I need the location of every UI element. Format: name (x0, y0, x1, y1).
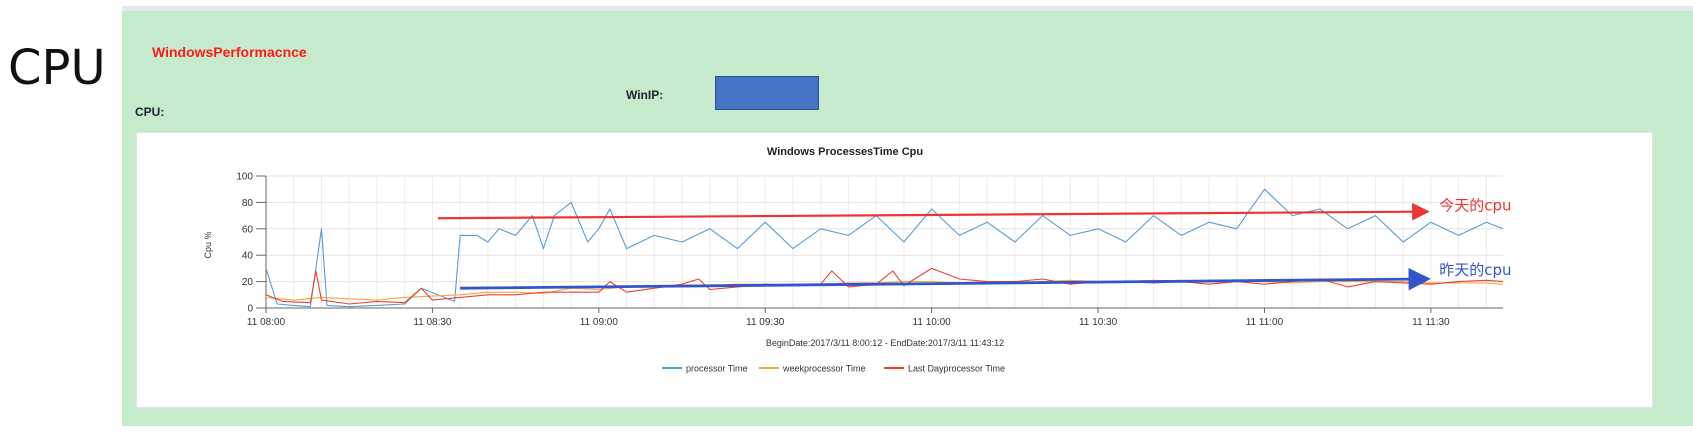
chart-grid (265, 175, 1503, 309)
x-tick-label: 11 10:30 (1079, 317, 1118, 328)
series-processor-time (265, 188, 1504, 308)
chart-series (265, 188, 1504, 308)
x-tick-label: 11 11:30 (1412, 317, 1450, 328)
chart-title: Windows ProcessesTime Cpu (767, 146, 923, 158)
legend-processor-time: processor Time (662, 364, 748, 374)
y-tick-label: 80 (242, 198, 254, 209)
page-side-label: CPU (8, 40, 106, 96)
x-tick-label: 11 11:00 (1246, 317, 1284, 328)
x-tick-label: 11 08:30 (413, 317, 452, 328)
cpu-label: CPU: (135, 105, 165, 119)
chart-axes: 11 08:00 11 08:30 11 09:00 11 09:30 11 10:00… (236, 172, 1503, 328)
legend-weekprocessor-time: weekprocessor Time (759, 364, 866, 374)
winip-value-box (715, 76, 819, 110)
y-tick-label: 20 (242, 277, 254, 288)
yesterday-cpu-annotation: 昨天的cpu (1439, 261, 1511, 279)
y-tick-label: 0 (247, 304, 253, 315)
yesterday-arrow (460, 267, 1431, 291)
chart-annotations: 今天的cpu 昨天的cpu (437, 196, 1511, 291)
x-tick-label: 11 09:00 (580, 317, 619, 328)
legend-lastday-processor-time: Last Dayprocessor Time (884, 364, 1005, 374)
today-arrow (437, 202, 1430, 221)
winip-label: WinIP: (626, 88, 664, 102)
cpu-chart-container: Windows ProcessesTime Cpu Cpu % 11 08:00… (136, 132, 1653, 408)
panel-title: WindowsPerformacnce (152, 44, 307, 60)
y-axis-label: Cpu % (203, 231, 213, 258)
legend-label: weekprocessor Time (782, 364, 866, 374)
top-border (122, 6, 1693, 11)
cpu-chart: Windows ProcessesTime Cpu Cpu % 11 08:00… (203, 146, 1511, 374)
y-tick-label: 100 (236, 172, 253, 183)
x-tick-label: 11 09:30 (746, 317, 785, 328)
y-tick-label: 60 (242, 224, 254, 235)
x-tick-label: 11 10:00 (913, 317, 952, 328)
series-lastday-processor-time (265, 267, 1504, 305)
chart-legend: processor Time weekprocessor Time Last Day… (662, 364, 1005, 374)
x-axis-range-label: BeginDate:2017/3/11 8:00:12 - EndDate:20… (766, 338, 1004, 348)
today-cpu-annotation: 今天的cpu (1439, 196, 1511, 214)
legend-label: Last Dayprocessor Time (908, 364, 1005, 374)
x-tick-label: 11 08:00 (247, 317, 286, 328)
performance-panel: WindowsPerformacnce WinIP: CPU: Windows … (122, 11, 1693, 426)
y-tick-label: 40 (242, 251, 254, 262)
legend-label: processor Time (686, 364, 748, 374)
series-weekprocessor-time (265, 279, 1504, 301)
